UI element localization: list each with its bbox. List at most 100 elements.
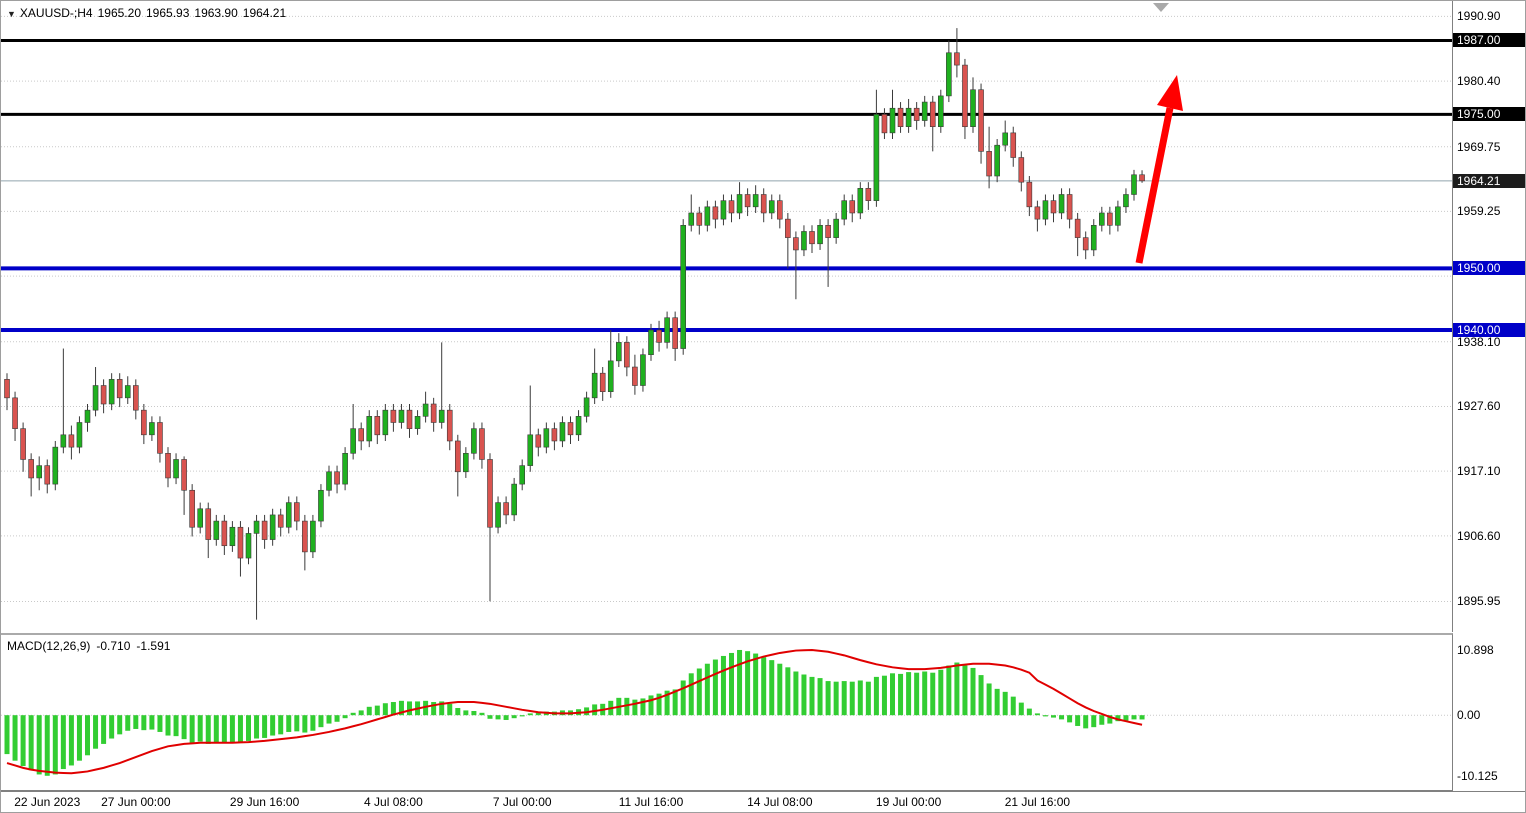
trend-arrow-shaft[interactable] [1135,107,1174,264]
price-axis[interactable]: 1990.90 1980.40 1969.75 1959.25 1938.10 1927.… [1453,1,1525,632]
macd-histogram-bar [1123,715,1129,721]
candle-body [768,200,775,214]
time-axis-label: 11 Jul 16:00 [618,795,684,809]
ohlc-open: 1965.20 [97,6,141,20]
candle-body [656,329,662,343]
macd-histogram-bar [125,715,131,731]
candle-body [607,360,614,392]
ohlc-low: 1963.90 [194,6,238,20]
candle-body [326,471,332,491]
macd-histogram-bar [246,715,251,741]
candle-body [12,397,18,429]
macd-histogram-bar [994,688,1000,716]
candle-body [776,200,783,220]
candle-body [849,200,856,214]
candle-body [261,520,268,540]
price-axis-tick: 1917.10 [1457,464,1501,479]
candle-body [366,416,373,442]
candle-body [728,200,735,214]
candle-body [994,144,1000,177]
candle-body [60,434,67,448]
candle-body [970,89,976,128]
macd-histogram-bar [342,715,348,719]
candle-body [688,212,695,226]
macd-histogram-bar [495,715,501,720]
macd-histogram-bar [157,715,163,732]
price-badge: 1987.00 [1453,33,1525,48]
candle-body [937,95,944,128]
candle-body [785,218,791,238]
macd-histogram-bar [366,706,372,716]
candle-body [310,520,316,553]
candle-body [253,520,260,534]
macd-histogram-bar [753,653,759,716]
main-chart[interactable]: ▼ XAUUSD-;H4 1965.20 1965.93 1963.90 1964.21 [1,1,1453,632]
macd-histogram-bar [1067,715,1073,723]
candle-body [575,416,582,436]
macd-histogram-bar [487,715,493,719]
candle-body [382,409,389,436]
candle-body [1139,174,1145,182]
candle-body [1026,181,1033,208]
time-axis-label: 21 Jul 16:00 [1004,795,1071,809]
macd-histogram-bar [890,673,895,716]
candle-body [551,428,558,442]
macd-panel[interactable]: MACD(12,26,9) -0.710 -1.591 [1,633,1453,791]
candle-body [302,520,308,553]
candlestick-plot[interactable] [1,1,1452,632]
macd-histogram-bar [1099,715,1105,725]
collapse-icon[interactable]: ▼ [7,9,16,19]
macd-histogram-bar [76,715,82,761]
time-axis-label: 22 Jun 2023 [14,795,81,809]
candle-body [889,107,896,134]
macd-histogram-bar [873,676,879,716]
macd-histogram-bar [592,704,598,716]
time-axis-label: 14 Jul 08:00 [747,795,813,809]
candle-body [100,385,107,405]
chart-shift-marker-icon[interactable] [1153,3,1169,12]
macd-histogram-bar [1034,713,1040,716]
macd-histogram-bar [390,702,396,716]
candle-body [1115,206,1121,226]
candle-body [712,206,719,220]
macd-histogram-bar [270,715,276,736]
candle-body [414,416,421,429]
trend-arrow-head[interactable] [1157,75,1183,111]
macd-histogram-bar [704,663,710,716]
macd-histogram-bar [769,660,775,716]
price-axis-tick: 1938.10 [1457,334,1501,349]
candle-body [293,502,300,522]
candle-body [495,502,501,528]
macd-histogram-bar [841,681,847,716]
candle-body [318,489,324,522]
symbol-period-label: XAUUSD-;H4 [19,6,93,20]
candle-body [744,194,751,208]
macd-histogram-bar [254,715,260,739]
macd-histogram-bar [809,676,815,716]
candle-body [857,188,864,214]
macd-histogram-bar [4,715,10,755]
time-axis-label: 29 Jun 16:00 [229,795,300,809]
indicator-axis-tick: -10.125 [1457,768,1498,783]
macd-histogram-bar [906,672,912,716]
candle-body [205,508,212,540]
candle-body [165,452,171,479]
macd-histogram-bar [109,715,115,739]
macd-histogram-bar [28,715,34,771]
candle-body [1082,237,1089,251]
macd-histogram-bar [12,715,18,761]
candle-body [4,379,10,399]
candle-body [245,533,252,559]
candle-body [1066,194,1073,220]
candle-body [1050,200,1057,214]
indicator-axis[interactable]: 10.898 0.00 -10.125 [1453,635,1525,790]
macd-histogram-bar [149,715,155,730]
candle-body [1058,194,1065,214]
macd-plot[interactable] [1,635,1452,790]
candle-body [350,428,356,454]
candle-body [342,452,348,485]
candle-body [672,317,678,349]
time-axis[interactable]: 22 Jun 2023 27 Jun 00:00 29 Jun 16:00 4 Jul… [1,791,1525,812]
candle-body [809,231,815,245]
candle-body [1010,132,1017,158]
